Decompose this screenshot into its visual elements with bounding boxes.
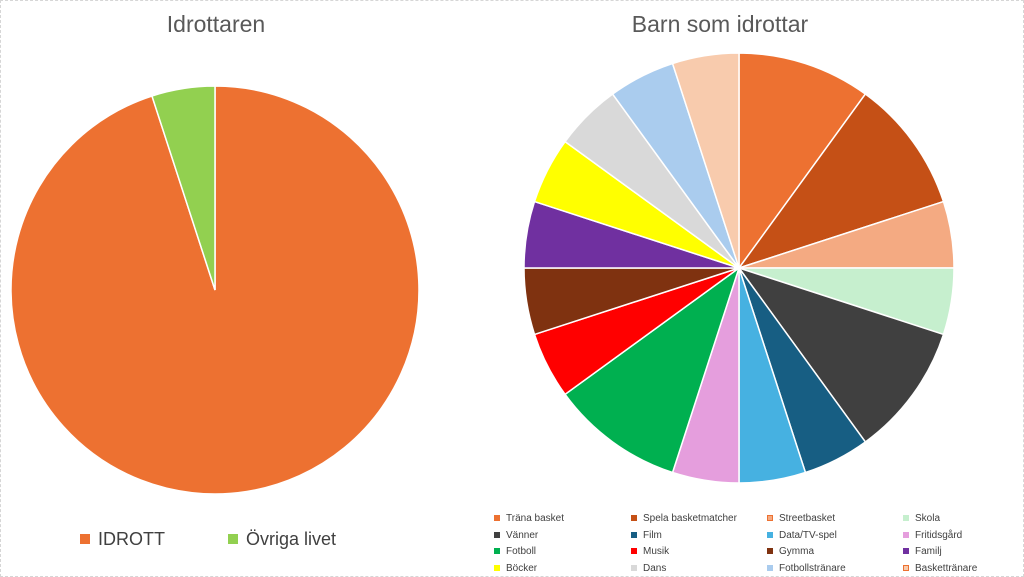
barn-slice-spela-basketmatcher	[737, 93, 945, 270]
legend-swatch	[494, 565, 500, 571]
legend-label: Musik	[643, 545, 670, 557]
legend-item-fotbollstranare: Fotbollstränare	[767, 561, 846, 575]
legend-item-streetbasket: Streetbasket	[767, 511, 835, 525]
legend-label: Familj	[915, 545, 942, 557]
legend-item-baskettranare: Baskettränare	[903, 561, 977, 575]
idrottaren-slice-ovriga-livet	[151, 85, 216, 291]
legend-item-fritidsgard: Fritidsgård	[903, 528, 962, 542]
legend-label: Böcker	[506, 562, 538, 574]
legend-item-fotboll: Fotboll	[494, 544, 536, 558]
legend-label: Skola	[915, 512, 941, 524]
legend-swatch	[228, 534, 238, 544]
legend-label: Gymma	[779, 545, 814, 557]
legend-swatch	[903, 515, 909, 521]
legend-swatch	[767, 548, 773, 554]
legend-label: Övriga livet	[246, 528, 337, 549]
legend-swatch	[903, 548, 909, 554]
barn-slice-trana-basket	[738, 52, 867, 271]
chart-title-idrottaren: Idrottaren	[166, 11, 266, 37]
pie-chart-barn-som-idrottar	[523, 52, 955, 484]
legend-swatch	[903, 532, 909, 538]
legend-item-idrott: IDROTT	[80, 528, 165, 550]
legend-label: Streetbasket	[779, 512, 836, 524]
legend-item-trana-basket: Träna basket	[494, 511, 564, 525]
barn-slice-baskettranare	[671, 52, 740, 269]
legend-swatch	[494, 548, 500, 554]
barn-slice-vanner	[737, 266, 945, 443]
chart-title-barn-som-idrottar: Barn som idrottar	[631, 11, 809, 37]
legend-item-spela-basketmatcher: Spela basketmatcher	[631, 511, 737, 525]
legend-swatch	[767, 565, 773, 571]
legend-label: Spela basketmatcher	[643, 512, 737, 524]
legend-swatch	[80, 534, 90, 544]
legend-item-dans: Dans	[631, 561, 666, 575]
legend-label: IDROTT	[98, 528, 165, 549]
legend-swatch	[631, 548, 637, 554]
legend-swatch	[767, 532, 773, 538]
legend-label: Fotboll	[506, 545, 537, 557]
legend-label: Data/TV-spel	[779, 529, 837, 541]
legend-item-skola: Skola	[903, 511, 940, 525]
legend-swatch	[631, 532, 637, 538]
legend-swatch	[767, 515, 773, 521]
legend-item-data-tv-spel: Data/TV-spel	[767, 528, 837, 542]
legend-label: Träna basket	[506, 512, 564, 524]
legend-label: Baskettränare	[915, 562, 978, 574]
legend-label: Fotbollstränare	[779, 562, 846, 574]
legend-swatch	[494, 532, 500, 538]
legend-item-bocker: Böcker	[494, 561, 537, 575]
legend-item-vanner: Vänner	[494, 528, 538, 542]
legend-label: Film	[643, 529, 662, 541]
pie-chart-idrottaren	[10, 85, 420, 495]
legend-item-ovriga-livet: Övriga livet	[228, 528, 336, 550]
legend-swatch	[494, 515, 500, 521]
legend-label: Fritidsgård	[915, 529, 963, 541]
legend-swatch	[631, 565, 637, 571]
legend-item-musik: Musik	[631, 544, 669, 558]
legend-swatch	[631, 515, 637, 521]
legend-swatch	[903, 565, 909, 571]
legend-item-film: Film	[631, 528, 662, 542]
legend-label: Dans	[643, 562, 667, 574]
legend-item-familj: Familj	[903, 544, 942, 558]
barn-slice-fotboll	[564, 266, 741, 474]
legend-label: Vänner	[506, 529, 539, 541]
legend-item-gymma: Gymma	[767, 544, 814, 558]
